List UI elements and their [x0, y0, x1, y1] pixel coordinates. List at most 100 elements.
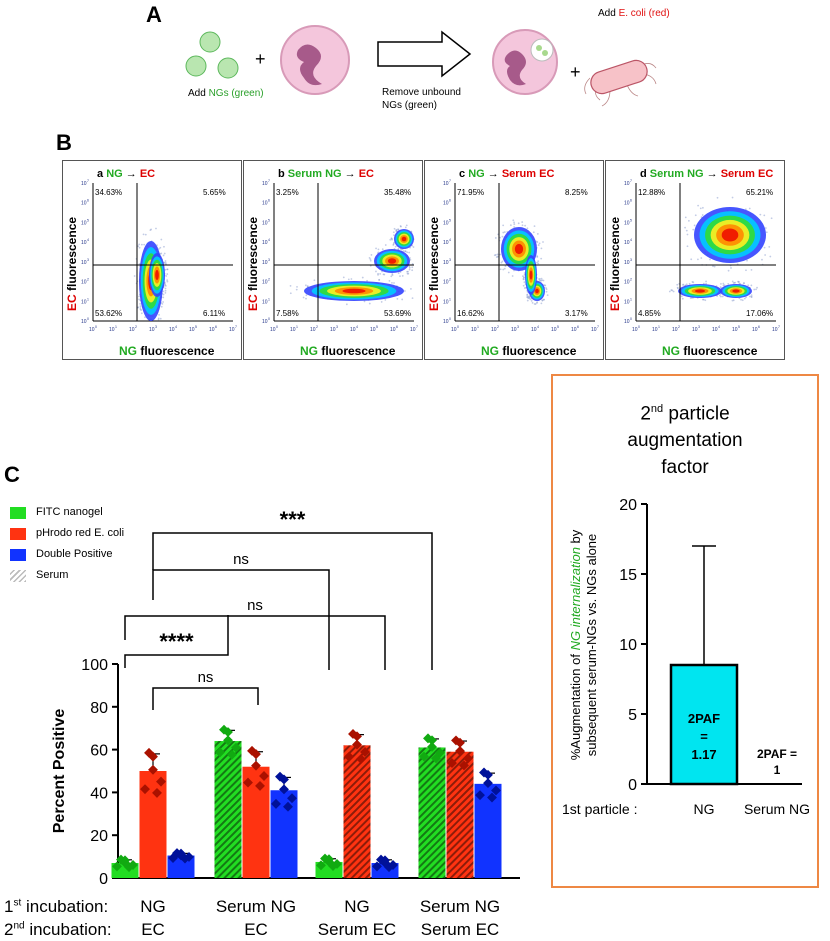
flow-event-dot: [522, 278, 525, 281]
flow-y-tick-base: 10: [262, 280, 268, 286]
flow-event-dot: [402, 250, 405, 252]
flow-event-dot: [139, 305, 142, 308]
flow-event-dot: [289, 292, 292, 295]
category-label-second: EC: [244, 920, 268, 939]
flow-y-tick-exp: 7: [449, 179, 451, 183]
flow-event-dot: [512, 219, 515, 222]
flow-event-dot: [746, 259, 748, 262]
panel-c-letter: C: [4, 462, 20, 487]
flow-event-dot: [138, 298, 140, 301]
flow-y-tick-exp: 5: [630, 218, 632, 222]
data-point: [255, 780, 265, 791]
bar-hatch-overlay: [418, 747, 446, 878]
flow-event-dot: [377, 272, 379, 275]
data-point: [271, 798, 281, 809]
flow-event-dot: [400, 248, 403, 251]
flow-x-label-ng: NG: [300, 344, 318, 358]
bar-double-positive: [474, 783, 502, 878]
flow-plot-tag: a: [97, 168, 106, 180]
flow-y-tick-exp: 0: [268, 317, 270, 321]
flow-x-tick-base: 10: [290, 327, 296, 333]
flow-y-tick-base: 10: [624, 240, 630, 246]
flow-event-dot: [133, 275, 136, 277]
flow-event-dot: [526, 227, 529, 230]
flow-event-dot: [411, 297, 414, 299]
e-coli-icon: [584, 59, 657, 107]
flow-event-dot: [394, 245, 397, 248]
flow-event-dot: [163, 252, 166, 255]
flow-event-dot: [748, 295, 751, 298]
flow-event-dot: [494, 237, 497, 239]
bracket-ng-vs-serum-ec-a-label: ns: [233, 551, 249, 568]
paf-y-tick-label: 0: [628, 777, 637, 794]
flow-event-dot: [369, 259, 372, 262]
flow-x-tick-exp: 0: [638, 325, 640, 329]
flow-event-dot: [501, 235, 504, 238]
flow-event-dot: [401, 298, 404, 301]
flow-event-dot: [701, 214, 704, 216]
flow-x-tick-base: 10: [491, 327, 497, 333]
flow-event-dot: [761, 258, 763, 261]
flow-event-dot: [541, 299, 544, 302]
flow-x-tick-base: 10: [511, 327, 517, 333]
flow-y-label-ec: EC: [608, 294, 622, 311]
flow-x-tick-exp: 0: [457, 325, 459, 329]
flow-x-tick-exp: 2: [678, 325, 680, 329]
data-point: [287, 793, 297, 804]
flow-event-dot: [391, 281, 393, 284]
flow-event-dot: [537, 244, 540, 246]
data-point: [324, 856, 334, 867]
flow-event-dot: [730, 267, 732, 269]
flow-event-dot: [540, 277, 543, 280]
flow-event-dot: [158, 313, 160, 316]
flow-event-dot: [530, 300, 533, 302]
flow-x-tick-base: 10: [189, 327, 195, 333]
flow-event-dot: [750, 294, 753, 297]
flow-density-blob: [721, 228, 739, 242]
y-tick-label: 20: [90, 828, 108, 845]
flow-plot-c: 10 0 10 0 10 1 10 1 10 2 10 2 10 3 10 3 10 4 10 4 10 5 10 5 10 6 1…: [424, 160, 604, 360]
flow-quadrant-ll: 4.85%: [638, 309, 661, 318]
flow-event-dot: [401, 275, 404, 277]
flow-event-dot: [684, 284, 687, 287]
flow-y-tick-base: 10: [262, 260, 268, 266]
flow-event-dot: [542, 241, 544, 243]
flow-event-dot: [363, 300, 366, 303]
flow-event-dot: [412, 246, 415, 248]
flow-x-tick-base: 10: [169, 327, 175, 333]
flow-event-dot: [704, 299, 707, 302]
flow-event-dot: [540, 247, 543, 250]
flow-event-dot: [763, 214, 766, 217]
y-tick-label: 80: [90, 700, 108, 717]
flow-event-dot: [159, 317, 162, 320]
flow-event-dot: [397, 272, 400, 275]
flow-x-tick-base: 10: [310, 327, 316, 333]
flow-event-dot: [137, 245, 140, 248]
flow-event-dot: [705, 280, 707, 283]
flow-event-dot: [144, 233, 147, 236]
flow-y-label: EC fluorescence: [246, 217, 260, 311]
flow-event-dot: [716, 196, 719, 199]
paf-x-label-serum-ng: Serum NG: [744, 801, 810, 817]
flow-quadrant-lr: 53.69%: [384, 309, 411, 318]
flow-x-tick-exp: 7: [597, 325, 599, 329]
flow-event-dot: [690, 258, 693, 261]
data-point: [219, 724, 229, 735]
legend-swatch-hatch: [10, 569, 26, 582]
flow-x-tick-exp: 4: [356, 325, 358, 329]
flow-event-dot: [143, 243, 146, 246]
flow-event-dot: [712, 265, 714, 268]
flow-quadrant-ll: 53.62%: [95, 309, 122, 318]
flow-x-tick-exp: 0: [276, 325, 278, 329]
flow-event-dot: [527, 296, 530, 299]
flow-event-dot: [164, 287, 167, 290]
data-point: [372, 861, 382, 872]
flow-x-tick-exp: 1: [477, 325, 479, 329]
flow-event-dot: [747, 284, 750, 287]
legend: FITC nanogel pHrodo red E. coli Double P…: [10, 502, 124, 586]
flow-event-dot: [681, 297, 684, 300]
flow-density-blob: [529, 270, 533, 280]
flow-event-dot: [737, 281, 740, 284]
flow-event-dot: [399, 275, 401, 278]
